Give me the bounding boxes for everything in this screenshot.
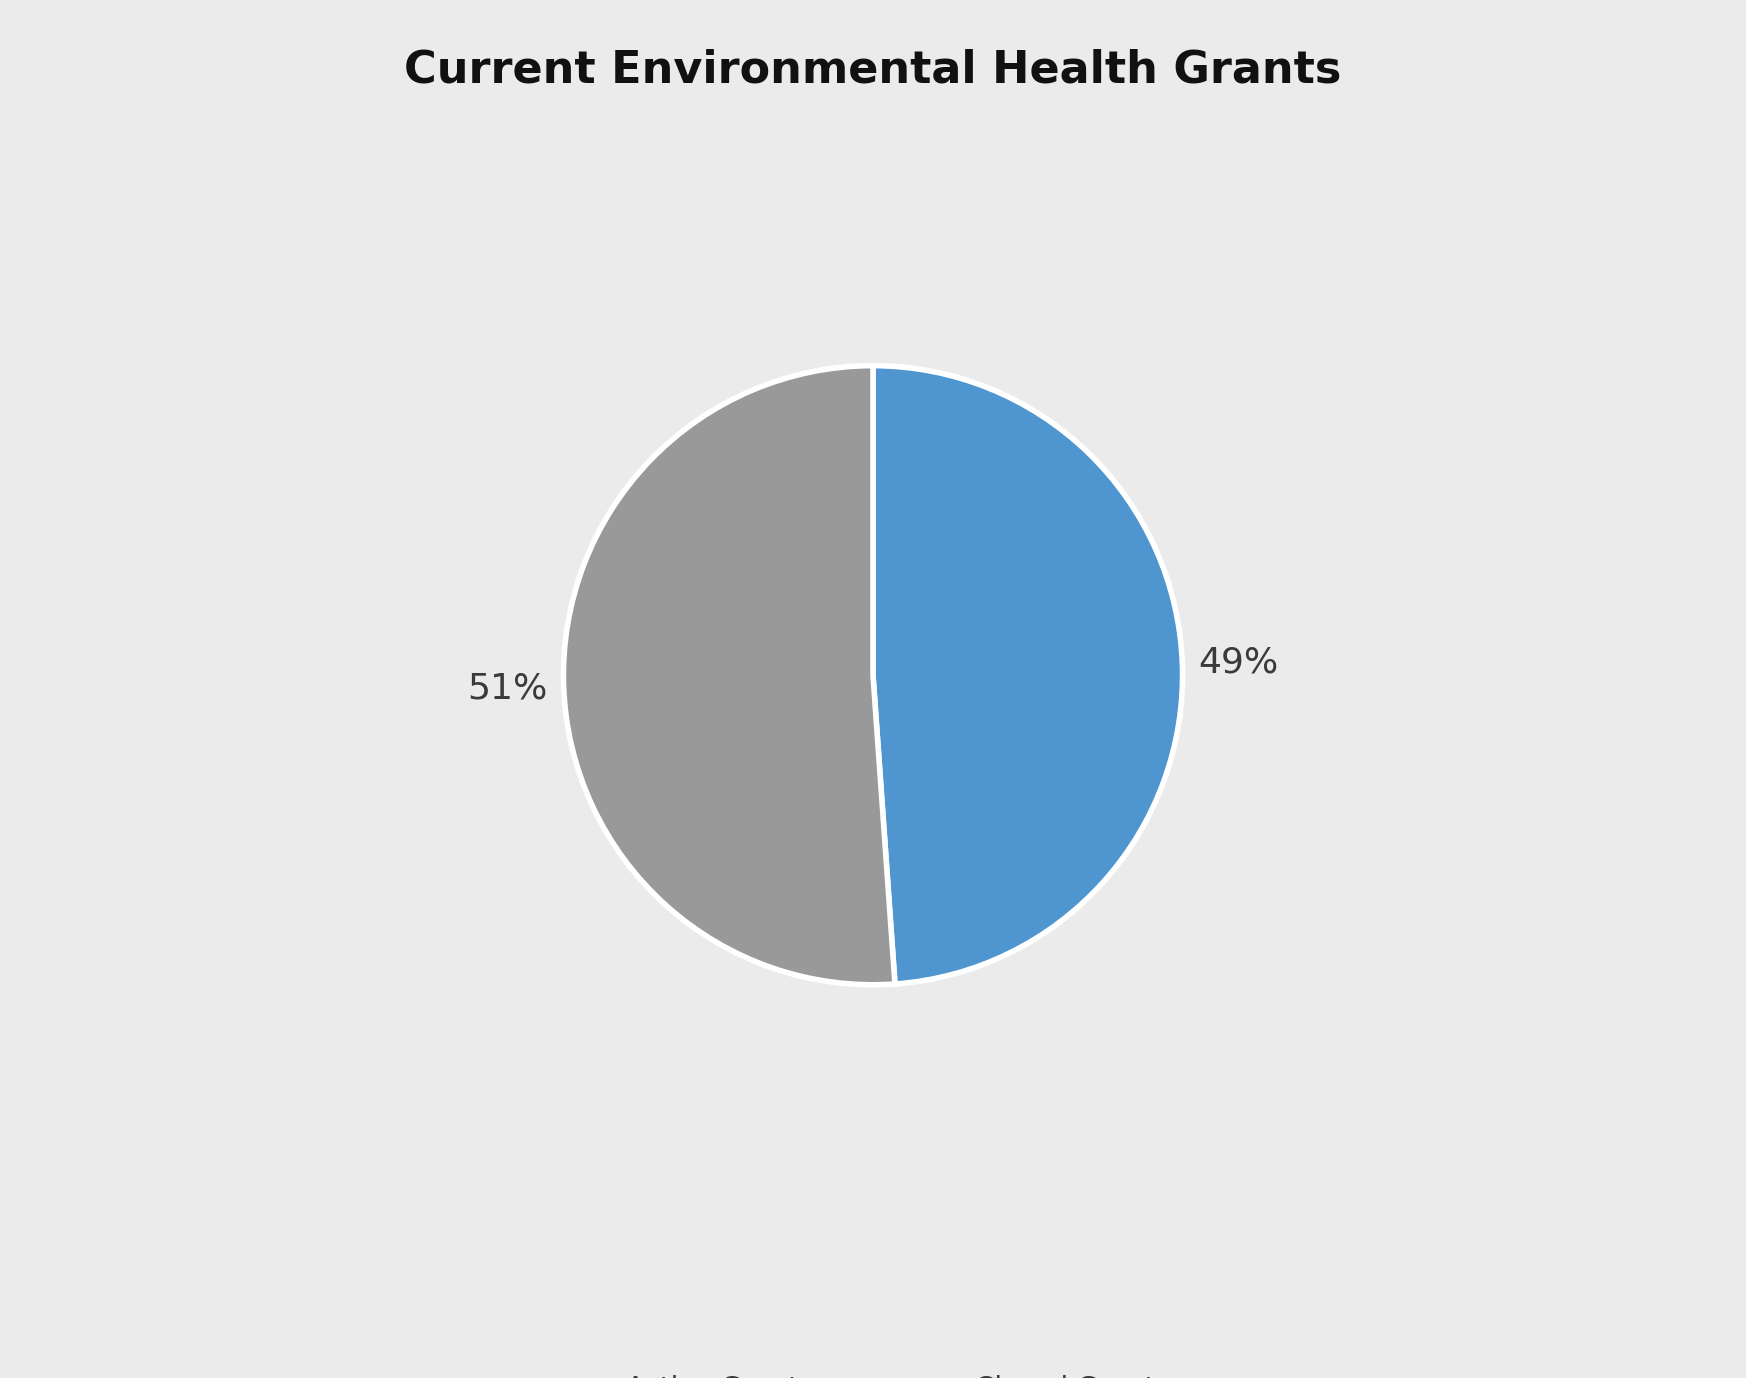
Text: 49%: 49%	[1198, 645, 1278, 679]
Wedge shape	[564, 365, 896, 985]
Title: Current Environmental Health Grants: Current Environmental Health Grants	[405, 48, 1341, 91]
Legend: Active Grants
  $1,784,985, Closed Grants
  $1,867,604: Active Grants $1,784,985, Closed Grants …	[576, 1375, 1170, 1378]
Text: 51%: 51%	[468, 671, 548, 706]
Wedge shape	[873, 365, 1182, 984]
